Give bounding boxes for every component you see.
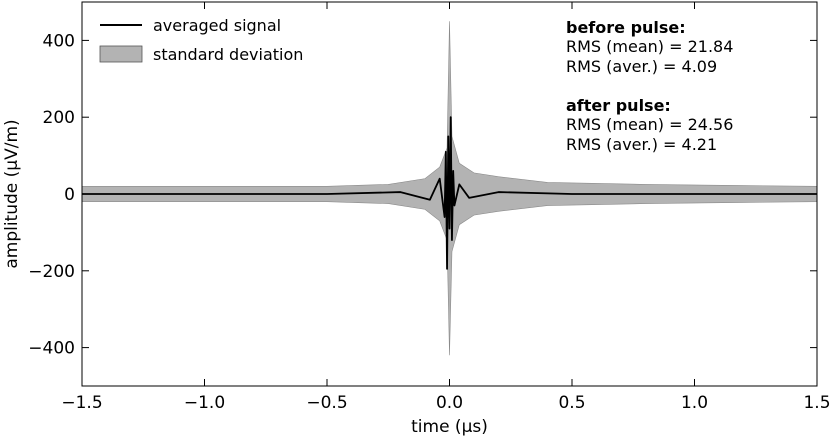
x-tick-label: −1.0 — [184, 393, 225, 413]
y-tick-label: 400 — [43, 31, 75, 51]
legend-label-averaged-signal: averaged signal — [153, 16, 281, 35]
y-axis-label: amplitude (μV/m) — [2, 119, 22, 268]
annotation-before-heading: before pulse: — [566, 18, 686, 37]
x-tick-label: −1.5 — [61, 393, 102, 413]
x-tick-label: −0.5 — [306, 393, 347, 413]
legend: averaged signal standard deviation — [99, 16, 303, 64]
annotation-block: before pulse: RMS (mean) = 21.84 RMS (av… — [566, 18, 733, 154]
legend-label-standard-deviation: standard deviation — [153, 45, 303, 64]
x-axis-label: time (μs) — [411, 417, 488, 437]
annotation-after-rms-mean: RMS (mean) = 24.56 — [566, 115, 733, 134]
y-tick-label: −200 — [28, 262, 75, 282]
annotation-after-heading: after pulse: — [566, 96, 671, 115]
y-tick-label: 200 — [43, 108, 75, 128]
averaged-signal-line — [82, 116, 817, 270]
x-tick-label: 1.0 — [681, 393, 708, 413]
annotation-before-rms-aver: RMS (aver.) = 4.09 — [566, 57, 717, 76]
annotation-before-rms-mean: RMS (mean) = 21.84 — [566, 37, 733, 56]
y-tick-label: −400 — [28, 339, 75, 359]
y-tick-label: 0 — [64, 185, 75, 205]
signal-line-layer — [82, 116, 817, 270]
annotation-after-rms-aver: RMS (aver.) = 4.21 — [566, 135, 717, 154]
ticks-layer: −1.5 −1.0 −0.5 0.0 0.5 1.0 1.5 400 200 0 −200 −400 — [28, 2, 830, 413]
x-tick-label: 0.0 — [436, 393, 463, 413]
x-tick-label: 0.5 — [558, 393, 585, 413]
legend-band-swatch — [99, 45, 143, 63]
x-tick-label: 1.5 — [803, 393, 830, 413]
